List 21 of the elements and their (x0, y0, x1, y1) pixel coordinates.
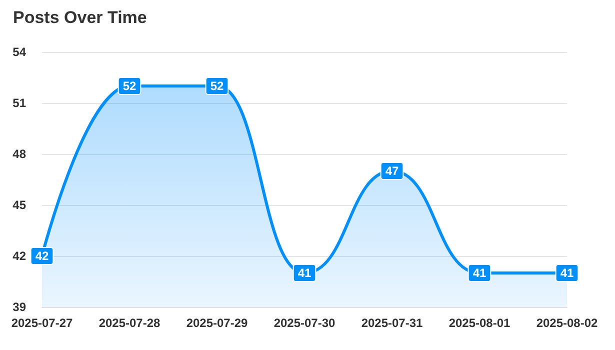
data-label: 42 (35, 249, 49, 263)
x-tick-label: 2025-08-02 (536, 316, 598, 330)
x-tick-label: 2025-07-29 (186, 316, 248, 330)
chart-title: Posts Over Time (13, 8, 147, 27)
x-tick-label: 2025-07-30 (274, 316, 336, 330)
y-tick-label: 39 (12, 300, 26, 314)
y-tick-label: 51 (12, 96, 26, 110)
data-label: 47 (385, 164, 399, 178)
data-label: 52 (210, 79, 224, 93)
y-tick-label: 48 (12, 147, 26, 161)
x-tick-label: 2025-08-01 (448, 316, 511, 330)
x-tick-label: 2025-07-27 (11, 316, 74, 330)
data-label: 41 (560, 266, 574, 280)
data-label: 41 (472, 266, 486, 280)
data-label: 52 (122, 79, 136, 93)
y-tick-label: 45 (12, 198, 26, 212)
x-tick-label: 2025-07-28 (98, 316, 161, 330)
x-tick-label: 2025-07-31 (361, 316, 424, 330)
data-label: 41 (298, 266, 312, 280)
y-tick-label: 42 (12, 249, 26, 263)
y-tick-label: 54 (12, 45, 26, 59)
